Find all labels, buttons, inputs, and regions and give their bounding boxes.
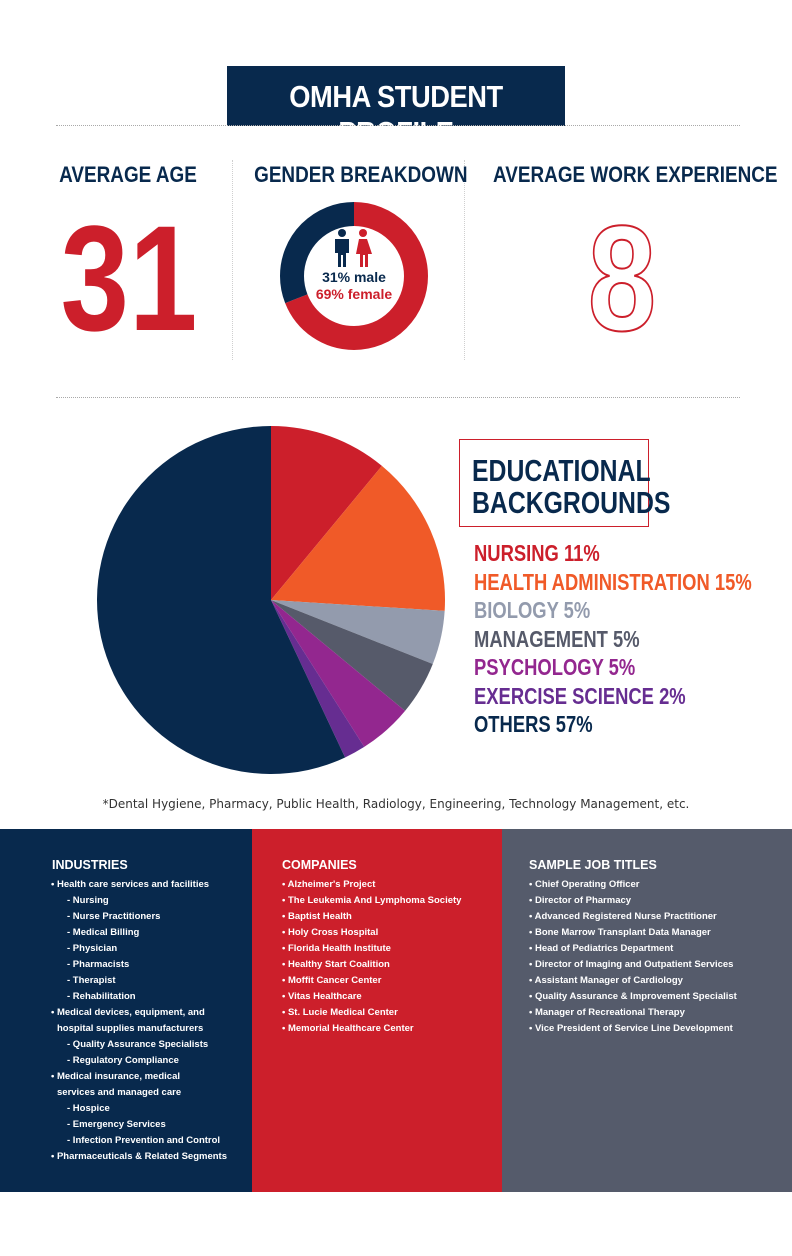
legend-item-3: MANAGEMENT 5% [474,625,640,652]
job-titles-list: • Chief Operating Officer • Director of P… [529,877,737,1037]
pie-slice-2 [271,600,445,665]
male-percentage-label: 31% male [322,269,386,285]
educational-backgrounds-footnote: *Dental Hygiene, Pharmacy, Public Health… [102,797,690,811]
legend-item-2: BIOLOGY 5% [474,597,591,623]
list-item: - Regulatory Compliance [67,1055,179,1066]
legend-item-0: NURSING 11% [474,540,600,566]
donut-segment-male [280,202,428,350]
legend-item-4: PSYCHOLOGY 5% [474,654,636,680]
list-item: • Vitas Healthcare [282,991,362,1002]
list-item: • Memorial Healthcare Center [282,1023,414,1034]
companies-panel: COMPANIES • Alzheimer's Project • The Leu… [252,829,502,1192]
companies-title: COMPANIES [282,858,357,872]
list-item: • Manager of Recreational Therapy [529,1007,685,1018]
legend-item-5: EXERCISE SCIENCE 2% [474,682,686,709]
companies-list: • Alzheimer's Project • The Leukemia And … [282,877,461,1037]
job-titles-title: SAMPLE JOB TITLES [529,858,657,872]
average-work-experience-label: AVERAGE WORK EXPERIENCE [493,162,778,187]
divider-vertical-1 [232,160,233,360]
page-title: OMHA STUDENT PROFILE [289,79,503,150]
list-item: • Director of Pharmacy [529,895,632,906]
gender-donut [280,202,428,350]
average-age-value: 31 [60,194,198,362]
list-item: • Medical devices, equipment, and [51,1007,205,1018]
industries-panel: INDUSTRIES • Health care services and fa… [0,829,252,1192]
legend-item-1: HEALTH ADMINISTRATION 15% [474,568,752,595]
pie-slice-6 [96,426,346,774]
list-item: • Medical insurance, medical [51,1071,180,1082]
male-icon [335,229,349,267]
list-item: • Alzheimer's Project [282,879,376,890]
list-item: • Health care services and facilities [51,879,210,890]
pie-slice-3 [271,600,433,711]
list-item: - Medical Billing [67,927,140,938]
list-item: - Hospice [67,1103,110,1114]
list-item: • Baptist Health [282,911,352,922]
industries-title: INDUSTRIES [52,858,128,872]
educational-backgrounds-title-line1: EDUCATIONAL [472,453,651,488]
list-item: - Infection Prevention and Control [67,1135,221,1146]
list-item: - Physician [67,943,118,954]
list-item: • Moffit Cancer Center [282,975,382,986]
list-item: • Bone Marrow Transplant Data Manager [529,927,711,938]
list-item: • Chief Operating Officer [529,879,640,890]
divider-middle [56,397,740,398]
average-work-experience-value: 8 [587,194,657,362]
list-item: • St. Lucie Medical Center [282,1007,398,1018]
list-item: • The Leukemia And Lymphoma Society [282,895,462,906]
list-item: hospital supplies manufacturers [57,1023,204,1034]
pie-slice-0 [271,426,382,600]
industries-list: • Health care services and facilities - N… [51,877,227,1165]
list-item: - Therapist [67,975,116,986]
list-item: - Nurse Practitioners [67,911,161,922]
list-item: - Nursing [67,895,109,906]
educational-backgrounds-title-line2: BACKGROUNDS [472,485,671,520]
list-item: - Quality Assurance Specialists [67,1039,209,1050]
list-item: • Quality Assurance & Improvement Specia… [529,991,737,1002]
list-item: • Healthy Start Coalition [282,959,390,970]
pie-slice-5 [271,600,365,758]
list-item: - Rehabilitation [67,991,136,1002]
female-icon [356,229,372,267]
title-banner: OMHA STUDENT PROFILE [227,66,565,150]
list-item: • Pharmaceuticals & Related Segments [51,1151,227,1162]
divider-top [56,125,740,126]
pie-slice-1 [271,465,445,611]
pie-slice-4 [271,600,406,747]
list-item: • Florida Health Institute [282,943,391,954]
female-percentage-label: 69% female [315,286,393,302]
list-item: • Holy Cross Hospital [282,927,379,938]
list-item: services and managed care [57,1087,182,1098]
job-titles-panel: SAMPLE JOB TITLES • Chief Operating Offi… [502,829,792,1192]
gender-breakdown-label: GENDER BREAKDOWN [254,162,468,187]
list-item: - Emergency Services [67,1119,166,1130]
divider-vertical-2 [464,160,465,360]
average-age-label: AVERAGE AGE [59,162,197,187]
list-item: • Director of Imaging and Outpatient Ser… [529,959,734,970]
list-item: • Assistant Manager of Cardiology [529,975,683,986]
list-item: • Vice President of Service Line Develop… [529,1023,733,1034]
educational-backgrounds-title-box [459,439,649,527]
list-item: • Advanced Registered Nurse Practitioner [529,911,717,922]
legend-item-6: OTHERS 57% [474,711,593,737]
list-item: • Head of Pediatrics Department [529,943,674,954]
list-item: - Pharmacists [67,959,130,970]
educational-backgrounds-pie-chart [96,426,445,774]
